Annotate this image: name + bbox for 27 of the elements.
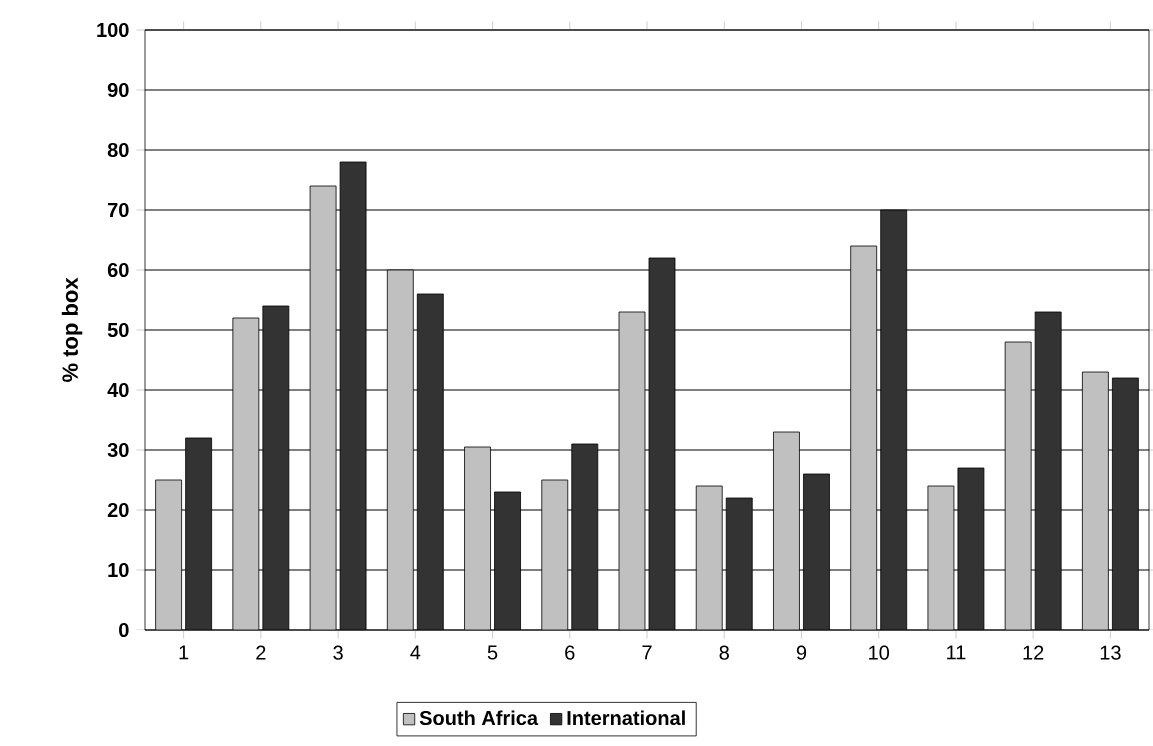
x-tick-label: 10	[869, 645, 890, 660]
legend-label: International	[567, 710, 685, 726]
x-tick-label: 8	[719, 645, 729, 660]
x-tick-label: 12	[1023, 645, 1044, 660]
y-tick-label: 40	[107, 382, 129, 398]
y-tick-label: 10	[108, 562, 129, 578]
y-tick-label: 20	[107, 502, 129, 518]
y-tick-label: 60	[107, 262, 129, 278]
y-tick-label: 0	[119, 622, 129, 638]
x-tick-label: 5	[487, 645, 498, 660]
legend-label: South Africa	[419, 710, 539, 726]
y-tick-label: 100	[97, 22, 129, 38]
x-tick-label: 1	[179, 645, 189, 660]
y-tick-label: 80	[107, 142, 129, 158]
y-tick-label: 70	[108, 202, 129, 218]
x-tick-label: 9	[796, 645, 807, 660]
y-axis-title: % top box	[61, 277, 83, 383]
y-tick-label: 90	[107, 82, 129, 98]
x-tick-label: 6	[565, 645, 575, 660]
x-tick-label: 3	[333, 645, 343, 660]
y-tick-label: 30	[107, 442, 129, 458]
x-tick-label: 13	[1100, 645, 1121, 660]
x-tick-label: 11	[947, 645, 966, 660]
y-tick-label: 50	[107, 322, 129, 338]
x-tick-label: 7	[642, 645, 652, 660]
x-tick-label: 4	[410, 645, 421, 660]
x-tick-label: 2	[256, 645, 266, 660]
